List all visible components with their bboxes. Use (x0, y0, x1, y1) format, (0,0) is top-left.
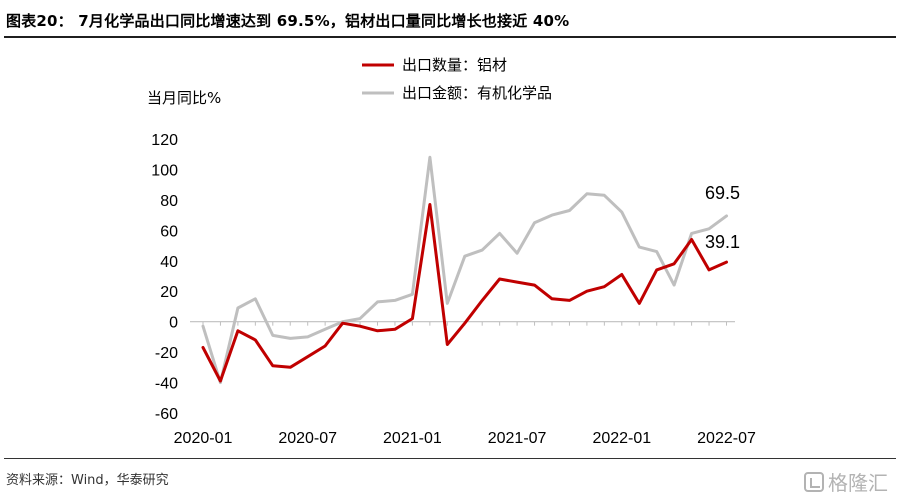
watermark-logo-icon (804, 471, 824, 492)
source-footer: 资料来源：Wind，华泰研究 格隆汇 (4, 458, 896, 502)
axes: -60 -40 -20 0 20 40 60 80 100 120 2020-01 2020-07 20… (151, 132, 756, 447)
source-note: 资料来源：Wind，华泰研究 (6, 473, 169, 488)
y-tick-label: 0 (169, 315, 178, 332)
y-tick-label: 20 (160, 284, 178, 301)
y-tick-label: -60 (155, 406, 178, 423)
y-tick-label: -40 (155, 376, 178, 393)
x-tick-label: 2021-07 (488, 430, 547, 447)
x-tick-label: 2021-01 (383, 430, 442, 447)
data-label: 69.5 (705, 183, 740, 203)
x-tick-label: 2022-07 (697, 430, 756, 447)
y-tick-label: 60 (160, 223, 178, 240)
watermark-text: 格隆汇 (828, 471, 888, 495)
chart-title-bar: 图表20： 7月化学品出口同比增速达到 69.5%，铝材出口量同比增长也接近 4… (4, 0, 896, 38)
y-unit-label: 当月同比% (147, 89, 221, 107)
y-tick-label: 100 (151, 162, 178, 179)
y-tick-label: 40 (160, 254, 178, 271)
data-labels: 69.5 39.1 (705, 183, 740, 252)
series-lines (201, 155, 728, 385)
y-tick-label: 80 (160, 193, 178, 210)
series-line-aluminum (201, 203, 728, 383)
x-tick-label: 2020-07 (278, 430, 337, 447)
y-tick-label: 120 (151, 132, 178, 149)
x-tick-label: 2020-01 (174, 430, 233, 447)
y-tick-label: -20 (155, 345, 178, 362)
chart-title: 图表20： 7月化学品出口同比增速达到 69.5%，铝材出口量同比增长也接近 4… (6, 12, 570, 30)
legend-label: 出口金额：有机化学品 (402, 84, 552, 102)
watermark: 格隆汇 (804, 467, 888, 496)
legend-label: 出口数量：铝材 (402, 56, 507, 74)
series-line-chemicals (201, 155, 728, 385)
data-label: 39.1 (705, 232, 740, 252)
x-tick-label: 2022-01 (592, 430, 651, 447)
